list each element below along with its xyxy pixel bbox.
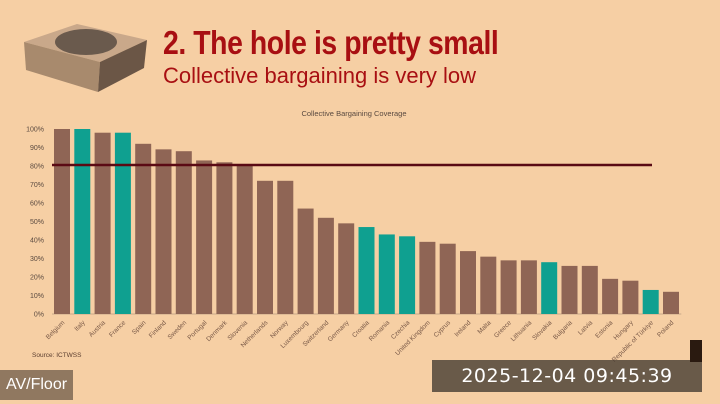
bar-belgium (54, 129, 70, 314)
x-tick-label: Austria (88, 319, 108, 339)
x-tick-label: Latvia (577, 319, 594, 336)
bar-slovenia (236, 166, 253, 314)
bar-luxembourg (297, 208, 314, 314)
bar-spain (135, 143, 152, 314)
bar-italy (74, 129, 91, 314)
y-tick-label: 100% (26, 127, 44, 134)
slide-subtitle: Collective bargaining is very low (163, 63, 477, 88)
y-tick-label: 60% (30, 201, 44, 208)
bar-portugal (196, 160, 213, 314)
slide-title: 2. The hole is pretty small (163, 24, 499, 61)
y-tick-label: 10% (30, 293, 44, 300)
bar-ireland (460, 251, 476, 314)
x-tick-label: Bulgaria (552, 319, 574, 341)
bar-austria (94, 132, 111, 314)
x-tick-label: Lithuania (510, 319, 534, 343)
chart-title: Collective Bargaining Coverage (301, 109, 406, 118)
x-tick-label: Malta (477, 319, 493, 335)
x-tick-label: Denmark (205, 319, 229, 343)
bar-norway (277, 180, 294, 314)
box-with-hole-icon (24, 24, 147, 92)
bar-lithuania (520, 260, 537, 314)
bar-france (114, 132, 131, 314)
bar-united-kingdom (419, 241, 436, 314)
x-tick-label: Poland (656, 319, 676, 339)
camera-label: AV/Floor (0, 370, 74, 400)
bar-greece (500, 260, 517, 314)
x-tick-label: Slovakia (531, 319, 554, 342)
x-tick-label: Italy (73, 319, 87, 333)
bar-finland (155, 149, 172, 314)
bar-malta (480, 256, 497, 314)
bar-poland (663, 291, 679, 314)
bar-latvia (581, 265, 598, 314)
channel-logo-icon (690, 340, 702, 362)
bar-romania (378, 234, 395, 314)
bar-hungary (622, 280, 639, 314)
x-tick-label: France (108, 319, 128, 339)
bar-croatia (358, 227, 375, 314)
x-tick-label: Cyprus (433, 319, 453, 339)
bar-czechia (399, 236, 416, 314)
bar-sweden (175, 151, 192, 314)
bar-slovakia (541, 262, 558, 314)
timestamp: 2025-12-04 09:45:39 (432, 360, 702, 392)
bar-denmark (216, 162, 233, 314)
y-tick-label: 90% (30, 145, 44, 152)
y-tick-label: 30% (30, 256, 44, 263)
y-tick-label: 40% (30, 238, 44, 245)
bar-estonia (602, 278, 619, 314)
bar-bulgaria (561, 265, 578, 314)
x-tick-label: Belgium (45, 319, 67, 341)
x-tick-label: Romania (368, 319, 392, 343)
x-tick-label: Spain (131, 319, 148, 336)
y-tick-label: 20% (30, 275, 44, 282)
x-tick-label: Ireland (453, 319, 472, 338)
y-tick-label: 0% (34, 312, 44, 319)
bar-netherlands (257, 180, 273, 314)
bar-cyprus (439, 243, 456, 314)
y-tick-label: 80% (30, 164, 44, 171)
source-note: Source: ICTWSS (32, 352, 82, 359)
bar-germany (338, 223, 355, 314)
x-tick-label: Finland (148, 319, 168, 339)
bar-switzerland (317, 217, 334, 314)
bar-republic-of-türkiye (642, 289, 659, 314)
y-tick-label: 50% (30, 219, 44, 226)
x-tick-label: Sweden (167, 319, 189, 341)
x-tick-label: Germany (327, 319, 351, 343)
y-tick-label: 70% (30, 182, 44, 189)
